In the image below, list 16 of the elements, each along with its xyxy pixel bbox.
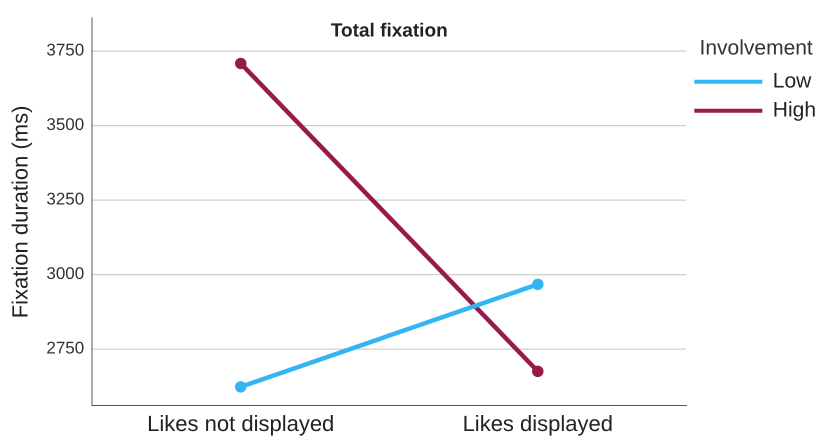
x-tick-label: Likes not displayed <box>147 410 334 436</box>
y-tick-label: 2750 <box>46 338 84 358</box>
chart-title: Total fixation <box>330 20 448 42</box>
point <box>234 381 246 393</box>
y-tick-label: 3250 <box>46 190 84 209</box>
point <box>532 278 544 290</box>
legend-title: Involvement <box>700 36 813 60</box>
legend-label: High <box>772 98 816 122</box>
y-axis-title: Fixation duration (ms) <box>7 106 32 318</box>
y-tick-label: 3750 <box>46 40 84 60</box>
y-tick-label: 3500 <box>46 115 84 134</box>
y-tick-label: 3000 <box>46 264 84 284</box>
point <box>532 366 544 378</box>
legend-label: Low <box>772 69 812 92</box>
point <box>234 58 246 70</box>
x-tick-label: Likes displayed <box>462 410 614 436</box>
